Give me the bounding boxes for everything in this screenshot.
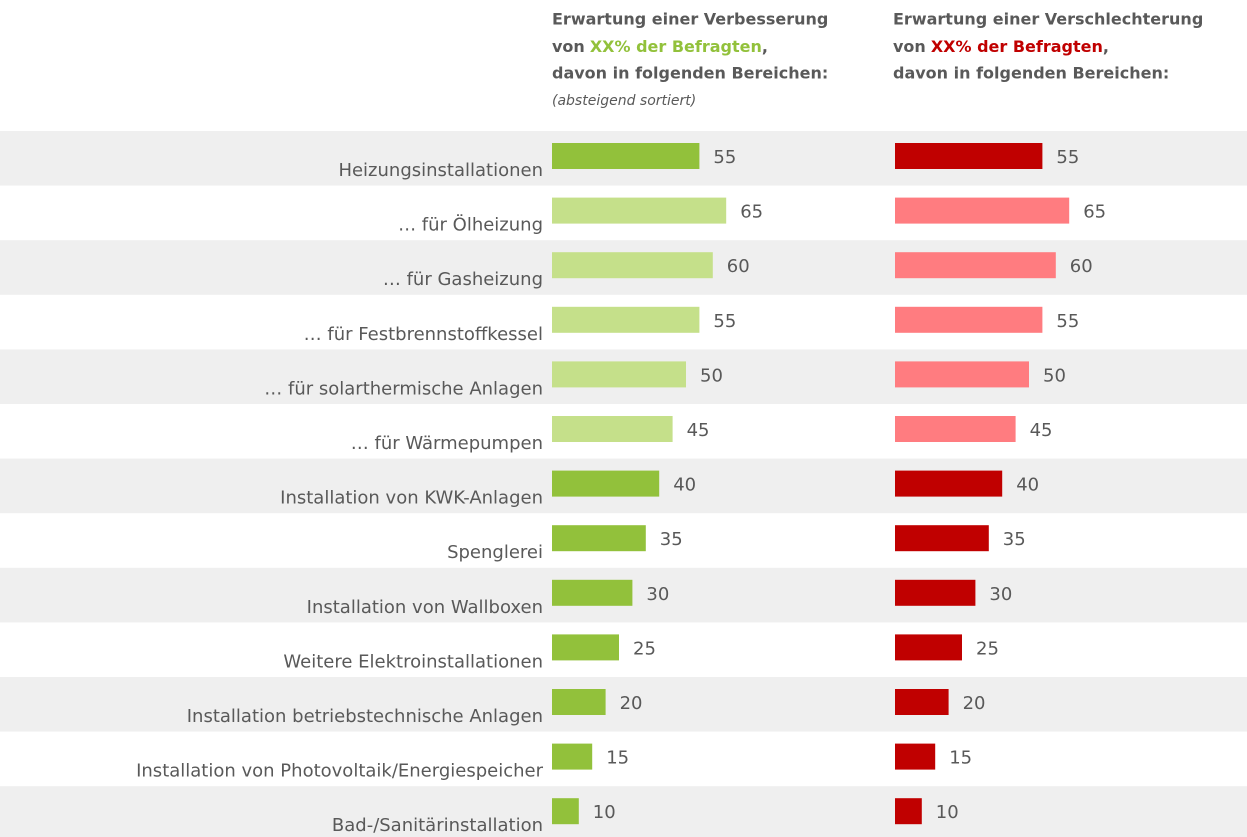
category-label: Weitere Elektroinstallationen: [283, 651, 543, 672]
category-label: Installation betriebstechnische Anlagen: [187, 706, 543, 727]
value-label: 55: [1056, 311, 1079, 332]
value-label: 55: [713, 147, 736, 168]
bar: [895, 143, 1043, 169]
category-label: … für Ölheizung: [398, 214, 543, 236]
bar: [552, 525, 646, 552]
value-label: 45: [1030, 420, 1053, 441]
category-label: … für Wärmepumpen: [351, 433, 543, 454]
header-highlight: XX% der Befragten: [590, 37, 762, 56]
bar: [552, 579, 633, 606]
bar: [895, 689, 949, 715]
bar: [895, 798, 922, 825]
value-label: 20: [620, 693, 643, 714]
value-label: 30: [989, 584, 1012, 605]
category-label: Heizungsinstallationen: [338, 160, 543, 181]
value-label: 60: [727, 256, 750, 277]
category-label: Installation von Wallboxen: [307, 597, 543, 618]
bar: [895, 306, 1043, 333]
value-label: 45: [687, 420, 710, 441]
bar: [552, 470, 660, 497]
category-label: … für solarthermische Anlagen: [264, 378, 543, 399]
value-label: 15: [606, 748, 629, 769]
category-label: Bad-/Sanitärinstallation: [332, 815, 543, 836]
bar: [895, 361, 1029, 388]
header-text: von: [893, 37, 926, 56]
row-band: [0, 786, 1247, 837]
bar: [552, 252, 713, 279]
value-label: 25: [976, 638, 999, 659]
category-label: Spenglerei: [447, 542, 543, 563]
value-label: 35: [1003, 529, 1026, 550]
bar: [552, 361, 686, 388]
category-label: Installation von KWK-Anlagen: [280, 488, 543, 509]
row-band: [0, 677, 1247, 732]
bar: [895, 525, 989, 552]
header-text: ,: [1103, 37, 1109, 56]
value-label: 25: [633, 638, 656, 659]
bar: [895, 579, 976, 606]
header-note: (absteigend sortiert): [552, 93, 696, 109]
bar: [552, 197, 727, 224]
bar: [895, 634, 962, 661]
bar: [552, 416, 673, 442]
value-label: 20: [963, 693, 986, 714]
value-label: 10: [593, 802, 616, 823]
bar: [895, 252, 1056, 279]
value-label: 65: [740, 202, 763, 223]
bar: [552, 689, 606, 715]
value-label: 55: [1056, 147, 1079, 168]
value-label: 55: [713, 311, 736, 332]
value-label: 15: [949, 748, 972, 769]
header-line: Erwartung einer Verbesserung: [552, 10, 828, 29]
bar: [552, 306, 700, 333]
value-label: 50: [700, 365, 723, 386]
value-label: 50: [1043, 365, 1066, 386]
bar: [895, 470, 1003, 497]
header-text: ,: [762, 37, 768, 56]
category-label: … für Gasheizung: [383, 269, 543, 290]
bar: [552, 743, 593, 770]
category-label: … für Festbrennstoffkessel: [304, 324, 543, 345]
bar: [552, 634, 619, 661]
bar: [895, 416, 1016, 442]
value-label: 65: [1083, 202, 1106, 223]
bar: [552, 798, 579, 825]
value-label: 60: [1070, 256, 1093, 277]
bar: [895, 743, 936, 770]
value-label: 30: [646, 584, 669, 605]
category-label: Installation von Photovoltaik/Energiespe…: [136, 761, 543, 782]
value-label: 40: [1016, 475, 1039, 496]
header-line: Erwartung einer Verschlechterung: [893, 10, 1203, 29]
header-highlight: XX% der Befragten: [931, 37, 1103, 56]
value-label: 35: [660, 529, 683, 550]
bar: [895, 197, 1070, 224]
header-line: davon in folgenden Bereichen:: [893, 64, 1169, 83]
bar: [552, 143, 700, 169]
header-line: von XX% der Befragten,: [893, 37, 1109, 56]
value-label: 40: [673, 475, 696, 496]
header-line: davon in folgenden Bereichen:: [552, 64, 828, 83]
value-label: 10: [936, 802, 959, 823]
header-text: von: [552, 37, 585, 56]
header-line: von XX% der Befragten,: [552, 37, 768, 56]
